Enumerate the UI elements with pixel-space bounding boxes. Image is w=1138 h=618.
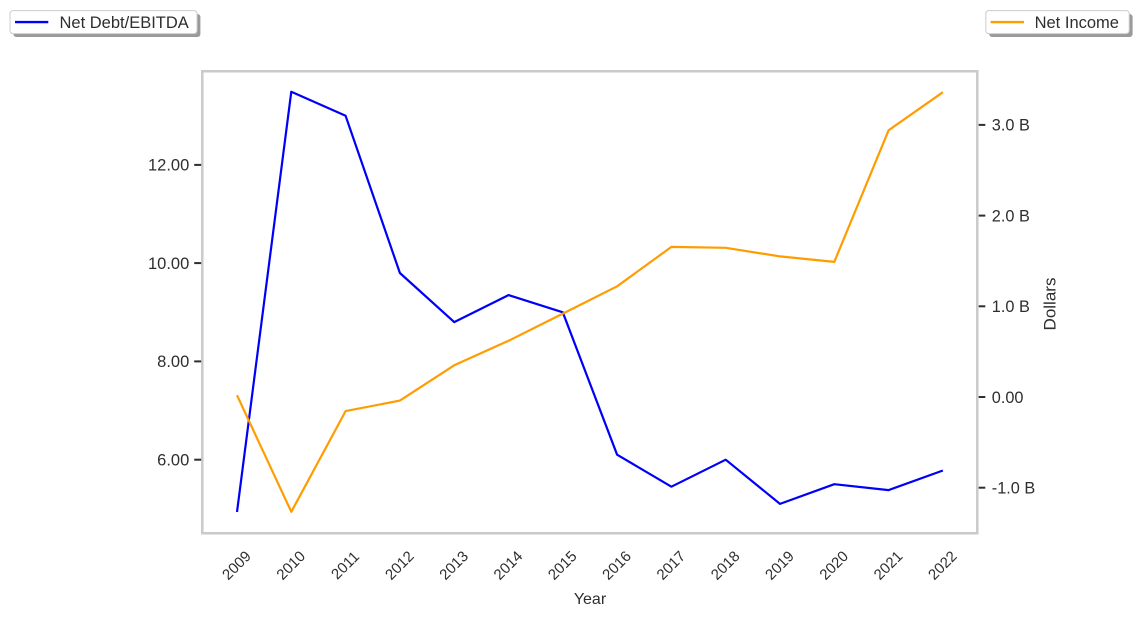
- svg-text:2.0 B: 2.0 B: [992, 207, 1030, 225]
- svg-text:2018: 2018: [708, 548, 744, 584]
- svg-text:2016: 2016: [599, 548, 635, 584]
- svg-text:10.00: 10.00: [148, 255, 189, 273]
- svg-text:Net Income: Net Income: [1035, 14, 1119, 32]
- svg-text:2010: 2010: [273, 548, 309, 584]
- svg-text:2017: 2017: [654, 548, 690, 584]
- svg-text:2019: 2019: [762, 548, 798, 584]
- svg-text:1.0 B: 1.0 B: [992, 298, 1030, 316]
- svg-text:6.00: 6.00: [157, 452, 189, 470]
- svg-text:2012: 2012: [382, 548, 418, 584]
- svg-text:12.00: 12.00: [148, 157, 189, 175]
- svg-text:2009: 2009: [219, 548, 255, 584]
- svg-text:Dollars: Dollars: [1041, 278, 1060, 331]
- svg-text:Net Debt/EBITDA: Net Debt/EBITDA: [60, 14, 189, 32]
- svg-text:Year: Year: [574, 591, 607, 608]
- svg-text:2015: 2015: [545, 548, 581, 584]
- svg-text:2011: 2011: [328, 548, 363, 583]
- svg-text:2020: 2020: [816, 548, 852, 584]
- svg-text:2013: 2013: [436, 548, 472, 584]
- svg-text:2021: 2021: [871, 548, 907, 584]
- svg-text:2014: 2014: [491, 548, 527, 584]
- svg-text:3.0 B: 3.0 B: [992, 117, 1030, 135]
- svg-text:2022: 2022: [925, 548, 961, 584]
- svg-text:8.00: 8.00: [157, 353, 189, 371]
- svg-text:-1.0 B: -1.0 B: [992, 480, 1035, 498]
- svg-text:0.00: 0.00: [992, 389, 1024, 407]
